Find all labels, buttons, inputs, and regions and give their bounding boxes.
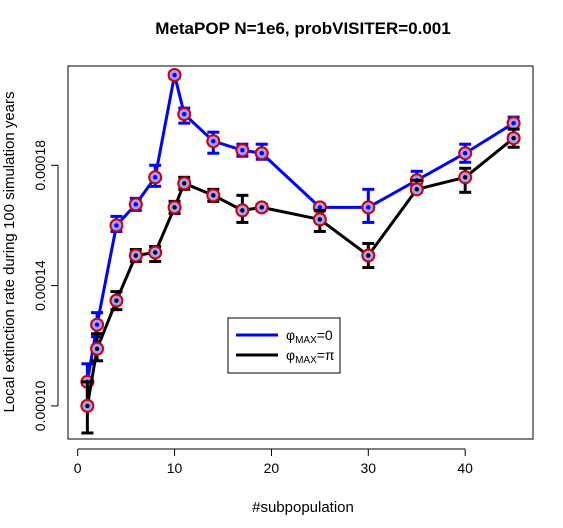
data-point-center — [133, 202, 139, 207]
data-point-center — [114, 298, 119, 303]
data-point-center — [511, 135, 516, 141]
data-point-center — [317, 205, 323, 210]
data-point-center — [462, 175, 468, 180]
data-point-center — [211, 139, 216, 144]
chart-title: MetaPOP N=1e6, probVISITER=0.001 — [155, 19, 450, 38]
axes: 0 10 20 30 40 0.00010 0.00014 0.00018 — [32, 140, 473, 476]
data-point-center — [172, 72, 177, 78]
y-tick-label: 0.00018 — [32, 140, 48, 191]
data-point-center — [366, 253, 371, 258]
data-point-center — [414, 187, 419, 192]
data-point-center — [172, 205, 177, 210]
data-point-center — [317, 217, 323, 222]
legend-entry-0: φMAX=0 — [286, 327, 333, 346]
x-tick-label: 40 — [457, 460, 473, 476]
data-point-center — [114, 223, 119, 228]
data-point-center — [462, 151, 468, 156]
data-point-center — [133, 253, 139, 258]
data-point-center — [240, 148, 245, 153]
data-point-center — [511, 120, 516, 126]
series-layer — [80, 68, 521, 435]
data-point-center — [259, 205, 264, 210]
x-tick-label: 10 — [167, 460, 183, 476]
y-tick-label: 0.00010 — [32, 380, 48, 431]
data-point-center — [94, 322, 100, 327]
data-point-center — [182, 181, 187, 186]
data-point-center — [152, 175, 158, 180]
x-tick-label: 0 — [74, 460, 82, 476]
data-point-center — [85, 403, 90, 409]
data-point-center — [259, 151, 264, 156]
x-tick-label: 20 — [264, 460, 280, 476]
x-axis-label: #subpopulation — [252, 499, 354, 516]
legend-entry-1: φMAX=π — [286, 347, 335, 366]
data-point-center — [366, 205, 371, 210]
data-point-center — [182, 111, 187, 117]
data-point-center — [211, 193, 216, 198]
data-point-center — [94, 346, 100, 351]
legend-box — [227, 317, 341, 374]
data-point-center — [240, 208, 245, 213]
series-1 — [80, 127, 521, 435]
plot-frame — [67, 65, 534, 440]
data-point-center — [152, 250, 158, 255]
y-tick-label: 0.00014 — [32, 260, 48, 311]
x-tick-label: 30 — [361, 460, 377, 476]
y-axis-label: Local extinction rate during 100 simulat… — [1, 91, 18, 412]
